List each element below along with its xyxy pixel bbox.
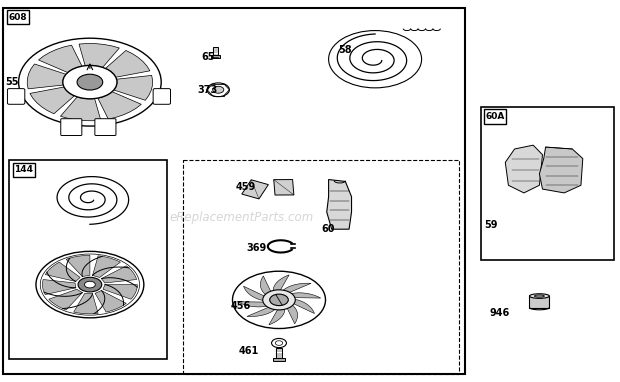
Polygon shape xyxy=(290,293,321,298)
Polygon shape xyxy=(60,97,101,121)
Polygon shape xyxy=(237,302,268,307)
Polygon shape xyxy=(27,64,66,89)
Polygon shape xyxy=(539,147,583,193)
Polygon shape xyxy=(327,180,352,229)
Bar xyxy=(7,10,29,24)
Polygon shape xyxy=(42,280,76,295)
Polygon shape xyxy=(287,304,298,324)
Polygon shape xyxy=(114,75,153,100)
Bar xyxy=(276,348,282,360)
Polygon shape xyxy=(103,285,138,299)
Polygon shape xyxy=(74,293,98,314)
Polygon shape xyxy=(282,283,311,293)
Circle shape xyxy=(78,277,102,292)
FancyBboxPatch shape xyxy=(7,89,25,104)
Circle shape xyxy=(207,83,229,97)
Polygon shape xyxy=(95,291,126,312)
Circle shape xyxy=(263,290,295,310)
Polygon shape xyxy=(98,92,141,119)
Polygon shape xyxy=(260,276,271,295)
Text: 65: 65 xyxy=(202,52,215,62)
Text: 144: 144 xyxy=(14,165,33,175)
Bar xyxy=(480,107,614,260)
Bar xyxy=(3,8,465,374)
Text: 946: 946 xyxy=(489,308,510,318)
Bar xyxy=(484,109,506,124)
Text: 60A: 60A xyxy=(485,112,505,121)
Polygon shape xyxy=(273,275,289,291)
Polygon shape xyxy=(49,289,82,310)
Text: 608: 608 xyxy=(8,13,27,22)
Circle shape xyxy=(19,38,161,126)
Circle shape xyxy=(270,294,288,306)
Circle shape xyxy=(272,338,286,348)
Polygon shape xyxy=(92,256,120,277)
Bar xyxy=(529,296,549,308)
Text: 369: 369 xyxy=(247,243,267,253)
Text: 461: 461 xyxy=(239,346,259,356)
Polygon shape xyxy=(293,299,314,314)
Circle shape xyxy=(63,65,117,99)
Polygon shape xyxy=(505,145,542,193)
Bar xyxy=(211,55,220,58)
Polygon shape xyxy=(269,308,285,325)
Text: eReplacementParts.com: eReplacementParts.com xyxy=(170,211,314,224)
Polygon shape xyxy=(45,262,80,282)
Polygon shape xyxy=(79,44,120,67)
Text: 59: 59 xyxy=(484,220,498,230)
Text: 55: 55 xyxy=(5,77,19,87)
Bar xyxy=(13,163,35,177)
Polygon shape xyxy=(30,87,74,114)
Bar xyxy=(183,160,459,374)
Polygon shape xyxy=(102,266,136,283)
Circle shape xyxy=(213,86,224,93)
Circle shape xyxy=(77,74,103,90)
Circle shape xyxy=(84,281,95,288)
Polygon shape xyxy=(242,180,268,199)
Circle shape xyxy=(36,251,144,318)
Text: 58: 58 xyxy=(338,45,352,55)
Polygon shape xyxy=(66,255,90,277)
FancyBboxPatch shape xyxy=(95,119,116,136)
Polygon shape xyxy=(105,50,150,77)
Text: 373: 373 xyxy=(197,85,218,95)
Bar xyxy=(273,358,285,361)
Polygon shape xyxy=(38,45,82,73)
Text: 459: 459 xyxy=(236,182,256,192)
Bar xyxy=(9,160,167,359)
Circle shape xyxy=(232,271,326,329)
FancyBboxPatch shape xyxy=(153,89,170,104)
Ellipse shape xyxy=(534,295,544,297)
Text: 60: 60 xyxy=(321,224,335,234)
Bar xyxy=(213,47,218,55)
Polygon shape xyxy=(244,286,265,301)
Ellipse shape xyxy=(529,294,549,298)
Polygon shape xyxy=(247,307,276,317)
FancyBboxPatch shape xyxy=(61,119,82,136)
Polygon shape xyxy=(274,180,294,195)
Text: 456: 456 xyxy=(231,301,251,311)
